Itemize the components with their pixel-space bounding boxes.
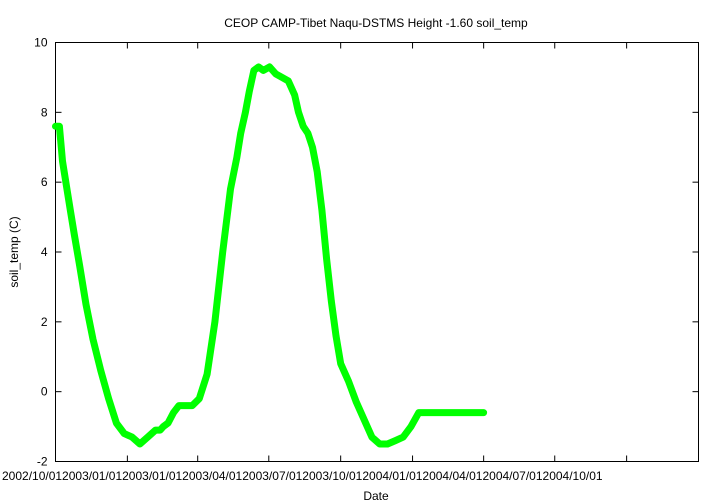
x-axis bbox=[55, 42, 628, 462]
x-axis-label: Date bbox=[363, 489, 389, 503]
y-tick-label: 8 bbox=[41, 105, 48, 119]
y-tick-label: 6 bbox=[41, 175, 48, 189]
series-line bbox=[52, 63, 488, 448]
y-axis: -2 0 2 4 6 8 10 bbox=[34, 36, 699, 469]
plot-frame bbox=[55, 42, 699, 462]
y-tick-label: -2 bbox=[37, 455, 48, 469]
chart-title: CEOP CAMP-Tibet Naqu-DSTMS Height -1.60 … bbox=[224, 16, 528, 30]
y-tick-label: 0 bbox=[41, 385, 48, 399]
x-tick-labels: 2002/10/012003/01/012003/01/012003/04/01… bbox=[2, 469, 603, 483]
y-tick-label: 4 bbox=[41, 245, 48, 259]
y-axis-label: soil_temp (C) bbox=[7, 216, 21, 287]
y-tick-label: 2 bbox=[41, 315, 48, 329]
y-tick-label: 10 bbox=[34, 36, 48, 50]
series-group bbox=[52, 63, 488, 448]
